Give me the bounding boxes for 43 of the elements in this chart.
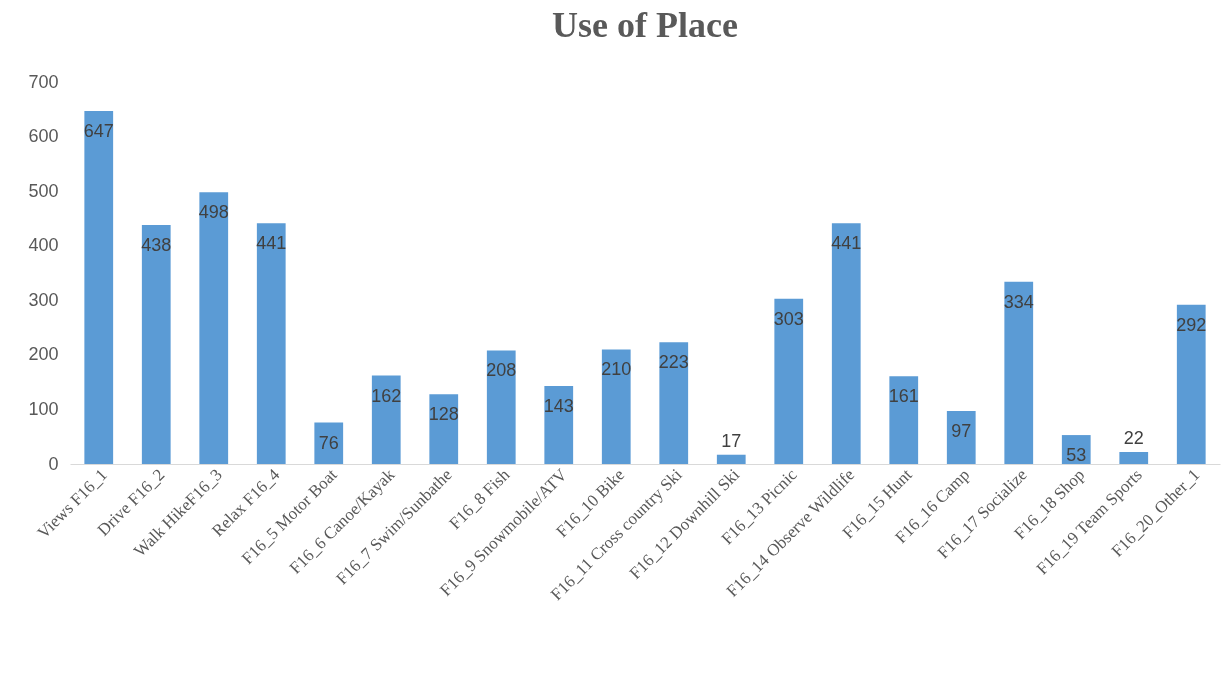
bar [486,350,516,464]
data-label: 53 [1066,445,1087,466]
data-label: 162 [371,385,402,406]
bar [774,298,804,464]
bar [141,224,171,464]
data-label: 17 [721,430,742,451]
bar [946,411,976,464]
data-label: 161 [888,386,919,407]
y-tick-label: 200 [28,344,59,365]
bar [889,376,919,464]
data-label: 208 [486,360,517,381]
y-tick-label: 400 [28,235,59,256]
bar [429,394,459,464]
data-label: 292 [1176,314,1207,335]
y-tick-label: 0 [48,453,59,474]
bar [831,223,861,464]
data-label: 498 [198,202,229,223]
data-label: 647 [83,120,114,141]
data-label: 22 [1123,427,1144,448]
bar [1176,304,1206,464]
bar [84,110,114,464]
y-tick-label: 700 [28,71,59,92]
bar [544,385,574,464]
bar [716,454,746,464]
y-tick-label: 600 [28,126,59,147]
data-label: 210 [601,359,632,380]
bar [659,342,689,464]
y-tick-label: 300 [28,289,59,310]
data-label: 97 [951,421,972,442]
data-label: 128 [428,404,459,425]
chart-title: Use of Place [552,5,738,45]
bar [601,349,631,464]
bar [1004,281,1034,464]
bar [371,375,401,464]
y-tick-label: 100 [28,398,59,419]
data-label: 143 [543,395,574,416]
data-label: 76 [318,432,339,453]
data-label: 303 [773,308,804,329]
data-label: 223 [658,352,689,373]
bar [1119,451,1149,464]
bar [256,223,286,464]
y-tick-label: 500 [28,180,59,201]
bar [199,192,229,464]
